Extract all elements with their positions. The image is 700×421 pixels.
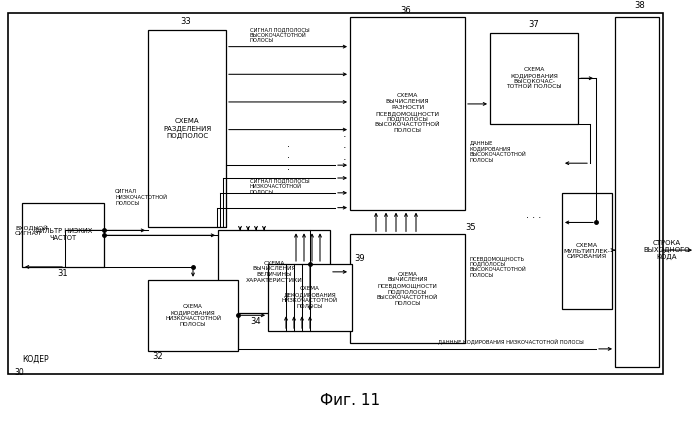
Text: СХЕМА
ВЫЧИСЛЕНИЯ
ВЕЛИЧИНЫ
ХАРАКТЕРИСТИКИ: СХЕМА ВЫЧИСЛЕНИЯ ВЕЛИЧИНЫ ХАРАКТЕРИСТИКИ — [246, 261, 302, 283]
Text: ВХОДНОЙ
СИГНАЛ: ВХОДНОЙ СИГНАЛ — [15, 224, 48, 236]
Text: СХЕМА
ВЫЧИСЛЕНИЯ
РАЗНОСТИ
ПСЕВДОМОЩНОСТИ
ПОДПОЛОСЫ
ВЫСОКОЧАСТОТНОЙ
ПОЛОСЫ: СХЕМА ВЫЧИСЛЕНИЯ РАЗНОСТИ ПСЕВДОМОЩНОСТИ… — [374, 93, 440, 133]
Text: ПСЕВДОМОЩНОСТЬ
ПОДПОЛОСЫ
ВЫСОКОЧАСТОТНОЙ
ПОЛОСЫ: ПСЕВДОМОЩНОСТЬ ПОДПОЛОСЫ ВЫСОКОЧАСТОТНОЙ… — [470, 256, 526, 278]
Text: 39: 39 — [354, 253, 365, 263]
Text: СТРОКА
ВЫХОДНОГО
КОДА: СТРОКА ВЫХОДНОГО КОДА — [644, 240, 690, 260]
Text: 33: 33 — [181, 17, 191, 27]
Text: 38: 38 — [635, 1, 645, 10]
FancyBboxPatch shape — [22, 203, 104, 267]
Text: 37: 37 — [528, 20, 540, 29]
Text: СХЕМА
ДЕКОДИРОВАНИЯ
НИЗКОЧАСТОТНОЙ
ПОЛОСЫ: СХЕМА ДЕКОДИРОВАНИЯ НИЗКОЧАСТОТНОЙ ПОЛОС… — [282, 286, 338, 309]
FancyBboxPatch shape — [350, 17, 465, 210]
FancyBboxPatch shape — [148, 30, 226, 227]
FancyBboxPatch shape — [615, 17, 659, 367]
Text: СХЕМА
МУЛЬТИПЛЕК-
СИРОВАНИЯ: СХЕМА МУЛЬТИПЛЕК- СИРОВАНИЯ — [564, 243, 610, 259]
FancyBboxPatch shape — [490, 33, 578, 124]
Text: ФИЛЬТР НИЗКИХ
ЧАСТОТ: ФИЛЬТР НИЗКИХ ЧАСТОТ — [34, 228, 92, 241]
FancyBboxPatch shape — [218, 230, 330, 313]
FancyBboxPatch shape — [148, 280, 238, 351]
Text: 36: 36 — [400, 5, 412, 15]
FancyBboxPatch shape — [562, 193, 612, 309]
FancyBboxPatch shape — [8, 13, 663, 373]
Text: ·
·
·: · · · — [286, 141, 290, 175]
Text: ДАННЫЕ КОДИРОВАНИЯ НИЗКОЧАСТОТНОЙ ПОЛОСЫ: ДАННЫЕ КОДИРОВАНИЯ НИЗКОЧАСТОТНОЙ ПОЛОСЫ — [438, 338, 584, 344]
Text: СХЕМА
КОДИРОВАНИЯ
ВЫСОКОЧАС-
ТОТНОЙ ПОЛОСЫ: СХЕМА КОДИРОВАНИЯ ВЫСОКОЧАС- ТОТНОЙ ПОЛО… — [506, 67, 562, 89]
Text: СИГНАЛ
НИЗКОЧАСТОТНОЙ
ПОЛОСЫ: СИГНАЛ НИЗКОЧАСТОТНОЙ ПОЛОСЫ — [115, 189, 167, 206]
FancyBboxPatch shape — [350, 234, 465, 343]
Text: Фиг. 11: Фиг. 11 — [320, 393, 380, 408]
FancyBboxPatch shape — [268, 264, 352, 331]
Text: 30: 30 — [14, 368, 24, 377]
Text: ДАННЫЕ
КОДИРОВАНИЯ
ВЫСОКОЧАСТОТНОЙ
ПОЛОСЫ: ДАННЫЕ КОДИРОВАНИЯ ВЫСОКОЧАСТОТНОЙ ПОЛОС… — [470, 140, 526, 163]
Text: СИГНАЛ ПОДПОЛОСЫ
ВЫСОКОЧАСТОТНОЙ
ПОЛОСЫ: СИГНАЛ ПОДПОЛОСЫ ВЫСОКОЧАСТОТНОЙ ПОЛОСЫ — [250, 27, 309, 43]
Text: СИГНАЛ ПОДПОЛОСЫ
НИЗКОЧАСТОТНОЙ
ПОЛОСЫ: СИГНАЛ ПОДПОЛОСЫ НИЗКОЧАСТОТНОЙ ПОЛОСЫ — [250, 178, 309, 195]
Text: 31: 31 — [57, 269, 69, 278]
Text: ·
·
·: · · · — [342, 132, 346, 165]
Text: · · ·: · · · — [526, 213, 541, 223]
Text: 34: 34 — [250, 317, 260, 326]
Text: КОДЕР: КОДЕР — [22, 354, 48, 363]
Text: СХЕМА
ВЫЧИСЛЕНИЯ
ПСЕВДОМОЩНОСТИ
ПОДПОЛОСЫ
ВЫСОКОЧАСТОТНОЙ
ПОЛОСЫ: СХЕМА ВЫЧИСЛЕНИЯ ПСЕВДОМОЩНОСТИ ПОДПОЛОС… — [377, 272, 438, 306]
Text: СХЕМА
КОДИРОВАНИЯ
НИЗКОЧАСТОТНОЙ
ПОЛОСЫ: СХЕМА КОДИРОВАНИЯ НИЗКОЧАСТОТНОЙ ПОЛОСЫ — [165, 304, 221, 327]
Text: 32: 32 — [152, 352, 162, 361]
Text: 35: 35 — [465, 223, 475, 232]
Text: СХЕМА
РАЗДЕЛЕНИЯ
ПОДПОЛОС: СХЕМА РАЗДЕЛЕНИЯ ПОДПОЛОС — [163, 118, 211, 139]
